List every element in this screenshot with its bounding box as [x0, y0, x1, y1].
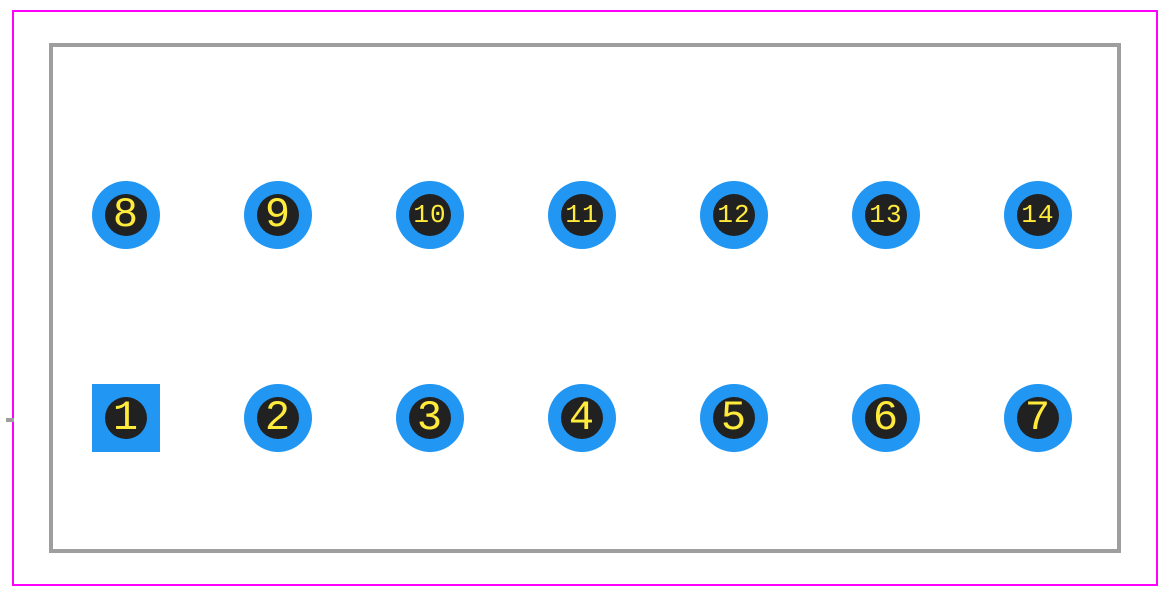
pad-13: 13	[852, 181, 920, 249]
pad-13-label: 13	[869, 200, 902, 230]
pad-6-label: 6	[873, 394, 899, 442]
pad-3: 3	[396, 384, 464, 452]
pad-12: 12	[700, 181, 768, 249]
origin-tick	[6, 418, 14, 422]
silkscreen-outline	[49, 43, 1121, 553]
pad-5: 5	[700, 384, 768, 452]
pad-9: 9	[244, 181, 312, 249]
pad-14: 14	[1004, 181, 1072, 249]
pad-10: 10	[396, 181, 464, 249]
pad-12-label: 12	[717, 200, 750, 230]
pad-10-label: 10	[413, 200, 446, 230]
pad-5-label: 5	[721, 394, 747, 442]
pad-8-label: 8	[113, 191, 139, 239]
pad-14-label: 14	[1021, 200, 1054, 230]
pad-1: 1	[92, 384, 160, 452]
pad-11: 11	[548, 181, 616, 249]
pad-6: 6	[852, 384, 920, 452]
pad-2: 2	[244, 384, 312, 452]
pad-1-label: 1	[113, 394, 139, 442]
pad-2-label: 2	[265, 394, 291, 442]
pad-4-label: 4	[569, 394, 595, 442]
pad-4: 4	[548, 384, 616, 452]
pad-7: 7	[1004, 384, 1072, 452]
pad-11-label: 11	[565, 200, 598, 230]
pad-9-label: 9	[265, 191, 291, 239]
pad-3-label: 3	[417, 394, 443, 442]
pad-8: 8	[92, 181, 160, 249]
pad-7-label: 7	[1025, 394, 1051, 442]
